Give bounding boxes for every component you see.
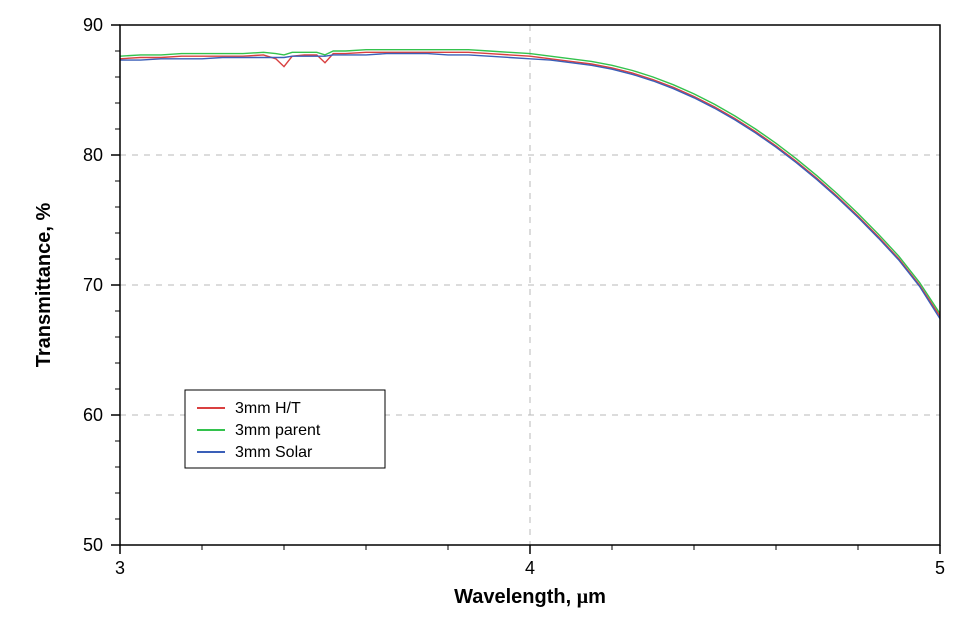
y-axis-label: Transmittance, % [33,203,55,368]
y-tick-label: 70 [83,275,103,295]
y-tick-label: 60 [83,405,103,425]
y-tick-label: 50 [83,535,103,555]
x-axis-label: Wavelength, μm [454,586,606,608]
legend-label: 3mm H/T [235,400,301,417]
x-tick-label: 3 [115,558,125,578]
x-tick-label: 4 [525,558,535,578]
legend-label: 3mm Solar [235,444,313,461]
legend-label: 3mm parent [235,422,321,439]
transmittance-chart: 3 4 5 50 60 70 80 90 Wavelength, μm Transmittance… [0,0,977,635]
y-tick-label: 90 [83,15,103,35]
chart-svg: 3 4 5 50 60 70 80 90 Wavelength, μm Transmittance… [0,0,977,635]
x-tick-label: 5 [935,558,945,578]
y-tick-label: 80 [83,145,103,165]
